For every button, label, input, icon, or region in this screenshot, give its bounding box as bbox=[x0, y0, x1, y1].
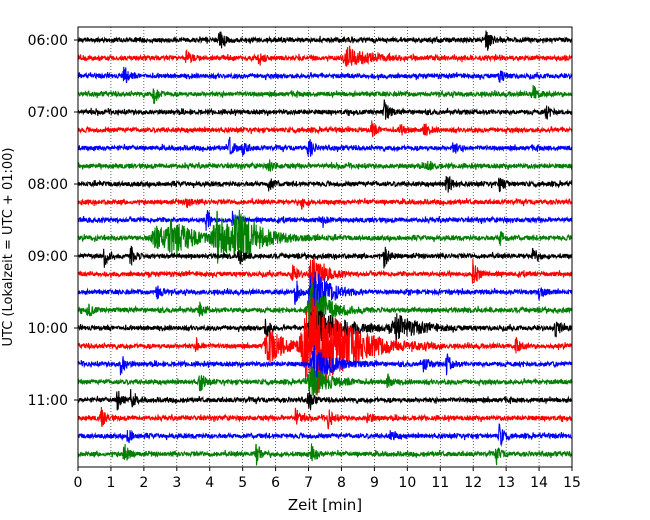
x-tick-label: 15 bbox=[563, 475, 581, 491]
x-tick-label: 1 bbox=[106, 475, 115, 491]
trace-row-1145 bbox=[78, 443, 572, 466]
grid-lines bbox=[110, 27, 540, 467]
x-tick-label: 7 bbox=[304, 475, 313, 491]
trace-row-0845 bbox=[78, 209, 572, 264]
y-tick-label: 10:00 bbox=[28, 321, 68, 337]
x-tick-label: 2 bbox=[139, 475, 148, 491]
y-tick-label: 07:00 bbox=[28, 105, 68, 121]
trace-row-0715 bbox=[78, 120, 572, 138]
x-tick-label: 13 bbox=[497, 475, 515, 491]
x-tick-label: 4 bbox=[205, 475, 214, 491]
plot-background bbox=[78, 27, 572, 467]
plot-frame bbox=[77, 26, 573, 468]
trace-row-1115 bbox=[78, 406, 572, 430]
trace-row-0745 bbox=[78, 159, 572, 172]
trace-row-1130 bbox=[78, 423, 572, 447]
x-tick-label: 12 bbox=[464, 475, 482, 491]
x-tick-label: 3 bbox=[172, 475, 181, 491]
y-tick-label: 09:00 bbox=[28, 249, 68, 265]
trace-row-0915 bbox=[78, 257, 572, 299]
x-tick-label: 0 bbox=[74, 475, 83, 491]
trace-row-1100 bbox=[78, 388, 572, 411]
y-axis-label: UTC (Lokalzeit = UTC + 01:00) bbox=[1, 148, 16, 347]
y-tick-label: 06:00 bbox=[28, 33, 68, 49]
x-tick-label: 5 bbox=[238, 475, 247, 491]
trace-row-0800 bbox=[78, 176, 572, 193]
x-axis-label: Zeit [min] bbox=[288, 496, 362, 514]
trace-row-0700 bbox=[78, 99, 572, 120]
x-tick-label: 8 bbox=[337, 475, 346, 491]
trace-row-1030 bbox=[78, 345, 572, 380]
trace-row-0900 bbox=[78, 245, 572, 269]
trace-row-0630 bbox=[78, 66, 572, 84]
trace-row-0815 bbox=[78, 197, 572, 210]
x-tick-label: 9 bbox=[370, 475, 379, 491]
trace-row-0830 bbox=[78, 210, 572, 231]
x-tick-label: 11 bbox=[431, 475, 449, 491]
y-tick-label: 11:00 bbox=[28, 393, 68, 409]
trace-row-0730 bbox=[78, 136, 572, 157]
x-tick-label: 14 bbox=[530, 475, 548, 491]
trace-row-0645 bbox=[78, 85, 572, 104]
trace-row-0945 bbox=[78, 282, 572, 334]
x-tick-label: 6 bbox=[271, 475, 280, 491]
trace-row-1045 bbox=[78, 366, 572, 396]
trace-row-0600 bbox=[78, 30, 572, 51]
y-tick-label: 08:00 bbox=[28, 177, 68, 193]
x-axis-ticks: 0 1 2 3 4 5 6 7 8 9 10 11 12 13 14 15 bbox=[74, 467, 581, 491]
x-tick-label: 10 bbox=[398, 475, 416, 491]
y-axis-ticks: 06:00 07:00 08:00 09:00 10:00 11:00 bbox=[28, 33, 78, 409]
trace-row-0615 bbox=[78, 45, 572, 67]
seismogram-traces bbox=[78, 30, 572, 466]
